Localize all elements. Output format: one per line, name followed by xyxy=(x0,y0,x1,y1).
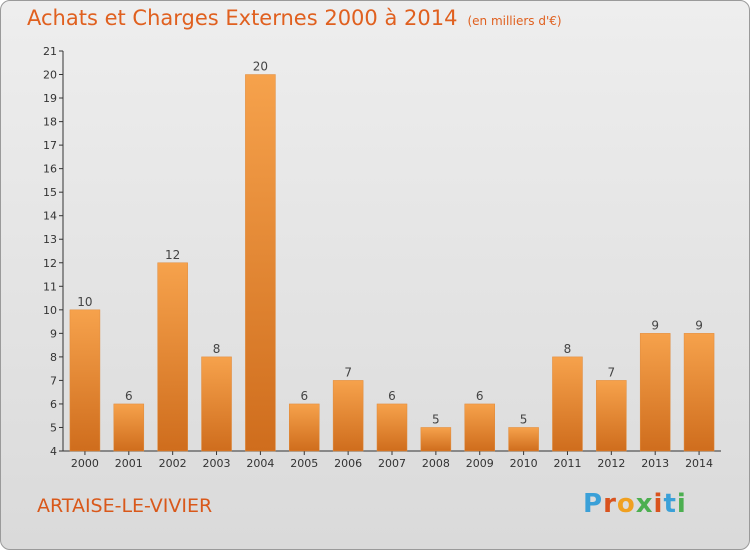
x-tick-label-2001: 2001 xyxy=(115,457,143,470)
x-tick-label-2012: 2012 xyxy=(597,457,625,470)
x-tick-label-2003: 2003 xyxy=(203,457,231,470)
place-name: ARTAISE-LE-VIVIER xyxy=(37,495,213,517)
y-tick-label: 6 xyxy=(50,398,57,411)
y-tick-label: 21 xyxy=(43,45,57,58)
y-tick-label: 9 xyxy=(50,327,57,340)
logo-letter: x xyxy=(635,489,654,519)
y-tick-label: 8 xyxy=(50,351,57,364)
data-label-2013: 9 xyxy=(651,318,659,332)
bar-2000 xyxy=(69,309,101,452)
bars xyxy=(69,74,715,452)
bar-2008 xyxy=(420,427,452,452)
proxiti-logo: Proxiti xyxy=(583,489,687,519)
data-label-2014: 9 xyxy=(695,318,703,332)
y-tick-label: 17 xyxy=(43,139,57,152)
y-tick-label: 15 xyxy=(43,186,57,199)
logo-letter: t xyxy=(663,489,677,519)
y-tick-label: 19 xyxy=(43,92,57,105)
logo-letter: i xyxy=(676,489,687,519)
title-text: Achats et Charges Externes 2000 à 2014 xyxy=(27,6,458,30)
chart-title: Achats et Charges Externes 2000 à 2014 (e… xyxy=(27,6,562,30)
data-label-2010: 5 xyxy=(520,412,528,426)
x-tick-label-2004: 2004 xyxy=(246,457,274,470)
logo-letter: r xyxy=(603,489,617,519)
bar-2011 xyxy=(552,356,583,452)
bar-2009 xyxy=(464,403,495,452)
y-tick-label: 7 xyxy=(50,374,57,387)
y-tick-label: 11 xyxy=(43,280,57,293)
bar-2010 xyxy=(508,427,539,452)
x-tick-label-2013: 2013 xyxy=(641,457,669,470)
x-tick-label-2010: 2010 xyxy=(510,457,538,470)
bar-2001 xyxy=(113,403,145,452)
data-label-2009: 6 xyxy=(476,389,484,403)
y-tick-label: 14 xyxy=(43,210,57,223)
logo-letter: i xyxy=(653,489,664,519)
y-tick-label: 18 xyxy=(43,116,57,129)
y-axis: 4 5 6 7 8 9 10 11 12 13 14 15 16 17 18 19 20 21 xyxy=(43,45,64,458)
bar-2014 xyxy=(683,333,715,452)
y-tick-label: 13 xyxy=(43,233,57,246)
logo-letter: o xyxy=(616,489,636,519)
x-tick-label-2011: 2011 xyxy=(553,457,581,470)
bar-2005 xyxy=(289,403,320,452)
data-labels: 10 6 12 8 20 6 7 6 5 6 5 8 7 9 9 xyxy=(77,60,703,427)
bar-2006 xyxy=(332,380,364,452)
x-tick-label-2000: 2000 xyxy=(71,457,99,470)
x-tick-label-2006: 2006 xyxy=(334,457,362,470)
bar-2012 xyxy=(596,380,627,452)
data-label-2000: 10 xyxy=(77,295,92,309)
data-label-2003: 8 xyxy=(213,342,221,356)
x-tick-label-2014: 2014 xyxy=(685,457,713,470)
data-label-2012: 7 xyxy=(608,365,616,379)
data-label-2005: 6 xyxy=(300,389,308,403)
y-tick-label: 20 xyxy=(43,69,57,82)
x-tick-label-2007: 2007 xyxy=(378,457,406,470)
y-tick-label: 4 xyxy=(50,445,57,458)
bar-2004 xyxy=(245,74,276,452)
y-tick-label: 16 xyxy=(43,163,57,176)
data-label-2006: 7 xyxy=(344,365,352,379)
y-tick-label: 5 xyxy=(50,421,57,434)
bar-2013 xyxy=(639,333,671,452)
data-label-2008: 5 xyxy=(432,412,440,426)
data-label-2007: 6 xyxy=(388,389,396,403)
x-tick-label-2009: 2009 xyxy=(466,457,494,470)
data-label-2002: 12 xyxy=(165,248,180,262)
data-label-2004: 20 xyxy=(253,60,268,74)
x-tick-label-2002: 2002 xyxy=(159,457,187,470)
bar-2003 xyxy=(201,356,232,452)
bar-2002 xyxy=(157,262,188,452)
data-label-2001: 6 xyxy=(125,389,133,403)
y-tick-label: 10 xyxy=(43,304,57,317)
y-tick-label: 12 xyxy=(43,257,57,270)
x-tick-label-2008: 2008 xyxy=(422,457,450,470)
x-axis: 2000 2001 2002 2003 2004 2005 2006 2007 2008 2009… xyxy=(63,450,721,470)
logo-letter: P xyxy=(583,489,604,519)
bar-2007 xyxy=(376,403,408,452)
unit-subtitle: (en milliers d'€) xyxy=(467,14,562,28)
data-label-2011: 8 xyxy=(564,342,572,356)
x-tick-label-2005: 2005 xyxy=(290,457,318,470)
